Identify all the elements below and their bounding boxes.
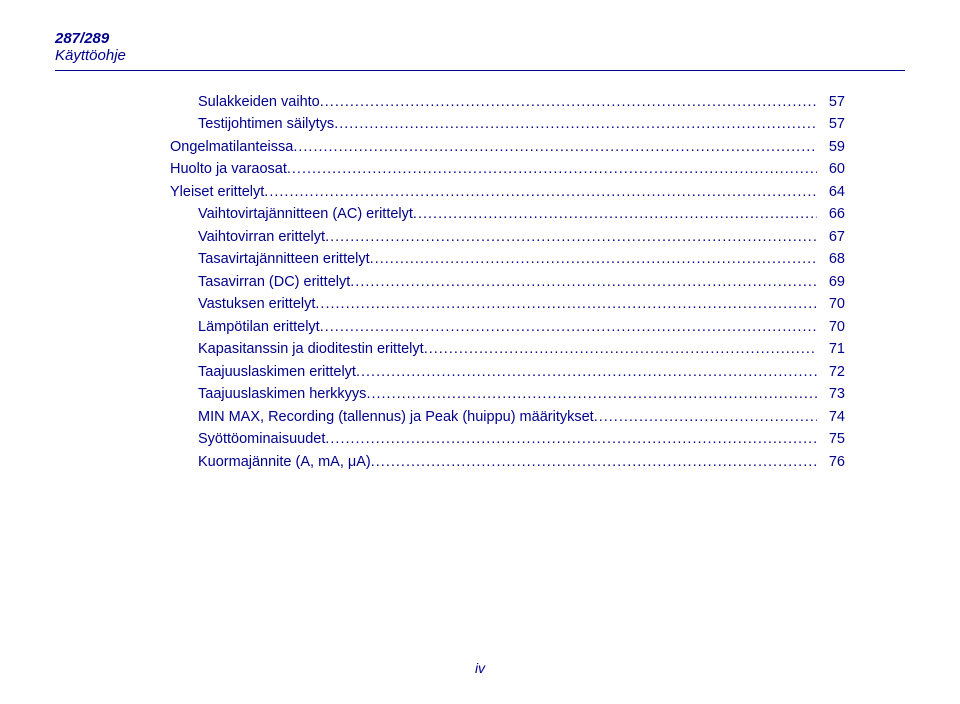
toc-page-number: 76 — [817, 451, 845, 473]
toc-leader-dots — [320, 91, 817, 113]
toc-label: Syöttöominaisuudet — [198, 428, 325, 450]
toc-page-number: 71 — [817, 338, 845, 360]
toc-label: Huolto ja varaosat — [170, 158, 287, 180]
toc-leader-dots — [293, 136, 817, 158]
toc-label: Vastuksen erittelyt — [198, 293, 315, 315]
header-rule — [55, 70, 905, 71]
toc-leader-dots — [287, 158, 817, 180]
toc-leader-dots — [370, 248, 817, 270]
toc-row: Taajuuslaskimen erittelyt 72 — [170, 361, 845, 383]
toc-label: Ongelmatilanteissa — [170, 136, 293, 158]
toc-row: Sulakkeiden vaihto 57 — [170, 91, 845, 113]
toc-leader-dots — [356, 361, 817, 383]
toc-page-number: 75 — [817, 428, 845, 450]
toc-leader-dots — [424, 338, 817, 360]
toc-page-number: 72 — [817, 361, 845, 383]
toc-label: Lämpötilan erittelyt — [198, 316, 320, 338]
toc-leader-dots — [325, 428, 817, 450]
toc-row: MIN MAX, Recording (tallennus) ja Peak (… — [170, 406, 845, 428]
toc-row: Vastuksen erittelyt 70 — [170, 293, 845, 315]
toc-page-number: 68 — [817, 248, 845, 270]
toc-label: Sulakkeiden vaihto — [198, 91, 320, 113]
toc-page-number: 69 — [817, 271, 845, 293]
toc-leader-dots — [264, 181, 817, 203]
page-number: iv — [475, 660, 485, 676]
toc-row: Vaihtovirran erittelyt 67 — [170, 226, 845, 248]
toc-label: Tasavirtajännitteen erittelyt — [198, 248, 370, 270]
toc-leader-dots — [371, 451, 817, 473]
toc-label: Vaihtovirran erittelyt — [198, 226, 325, 248]
toc-label: Kuormajännite (A, mA, μA) — [198, 451, 371, 473]
page-footer: iv — [0, 660, 960, 676]
toc-leader-dots — [350, 271, 817, 293]
toc-page-number: 74 — [817, 406, 845, 428]
page-header: 287/289 Käyttöohje — [55, 30, 905, 64]
toc-leader-dots — [315, 293, 817, 315]
toc-leader-dots — [334, 113, 817, 135]
toc-row: Kuormajännite (A, mA, μA) 76 — [170, 451, 845, 473]
header-model: 287/289 — [55, 30, 905, 47]
table-of-contents: Sulakkeiden vaihto57Testijohtimen säilyt… — [55, 91, 905, 473]
toc-page-number: 73 — [817, 383, 845, 405]
toc-page-number: 57 — [817, 91, 845, 113]
toc-label: Yleiset erittelyt — [170, 181, 264, 203]
toc-leader-dots — [413, 203, 817, 225]
toc-label: MIN MAX, Recording (tallennus) ja Peak (… — [198, 406, 594, 428]
toc-row: Tasavirtajännitteen erittelyt 68 — [170, 248, 845, 270]
toc-page-number: 66 — [817, 203, 845, 225]
header-subtitle: Käyttöohje — [55, 47, 905, 64]
toc-row: Taajuuslaskimen herkkyys 73 — [170, 383, 845, 405]
toc-page-number: 57 — [817, 113, 845, 135]
toc-row: Tasavirran (DC) erittelyt 69 — [170, 271, 845, 293]
toc-label: Taajuuslaskimen herkkyys — [198, 383, 366, 405]
toc-label: Taajuuslaskimen erittelyt — [198, 361, 356, 383]
toc-label: Kapasitanssin ja dioditestin erittelyt — [198, 338, 424, 360]
toc-row: Kapasitanssin ja dioditestin erittelyt 71 — [170, 338, 845, 360]
toc-label: Vaihtovirtajännitteen (AC) erittelyt — [198, 203, 413, 225]
toc-page-number: 64 — [817, 181, 845, 203]
toc-leader-dots — [594, 406, 817, 428]
toc-row: Syöttöominaisuudet 75 — [170, 428, 845, 450]
toc-page-number: 59 — [817, 136, 845, 158]
toc-leader-dots — [320, 316, 817, 338]
toc-row: Ongelmatilanteissa 59 — [170, 136, 845, 158]
toc-leader-dots — [325, 226, 817, 248]
toc-label: Tasavirran (DC) erittelyt — [198, 271, 350, 293]
toc-page-number: 70 — [817, 316, 845, 338]
toc-row: Vaihtovirtajännitteen (AC) erittelyt 66 — [170, 203, 845, 225]
toc-row: Yleiset erittelyt 64 — [170, 181, 845, 203]
toc-page-number: 70 — [817, 293, 845, 315]
toc-row: Lämpötilan erittelyt 70 — [170, 316, 845, 338]
toc-label: Testijohtimen säilytys — [198, 113, 334, 135]
toc-row: Huolto ja varaosat 60 — [170, 158, 845, 180]
toc-page-number: 67 — [817, 226, 845, 248]
toc-leader-dots — [366, 383, 817, 405]
toc-page-number: 60 — [817, 158, 845, 180]
toc-row: Testijohtimen säilytys 57 — [170, 113, 845, 135]
